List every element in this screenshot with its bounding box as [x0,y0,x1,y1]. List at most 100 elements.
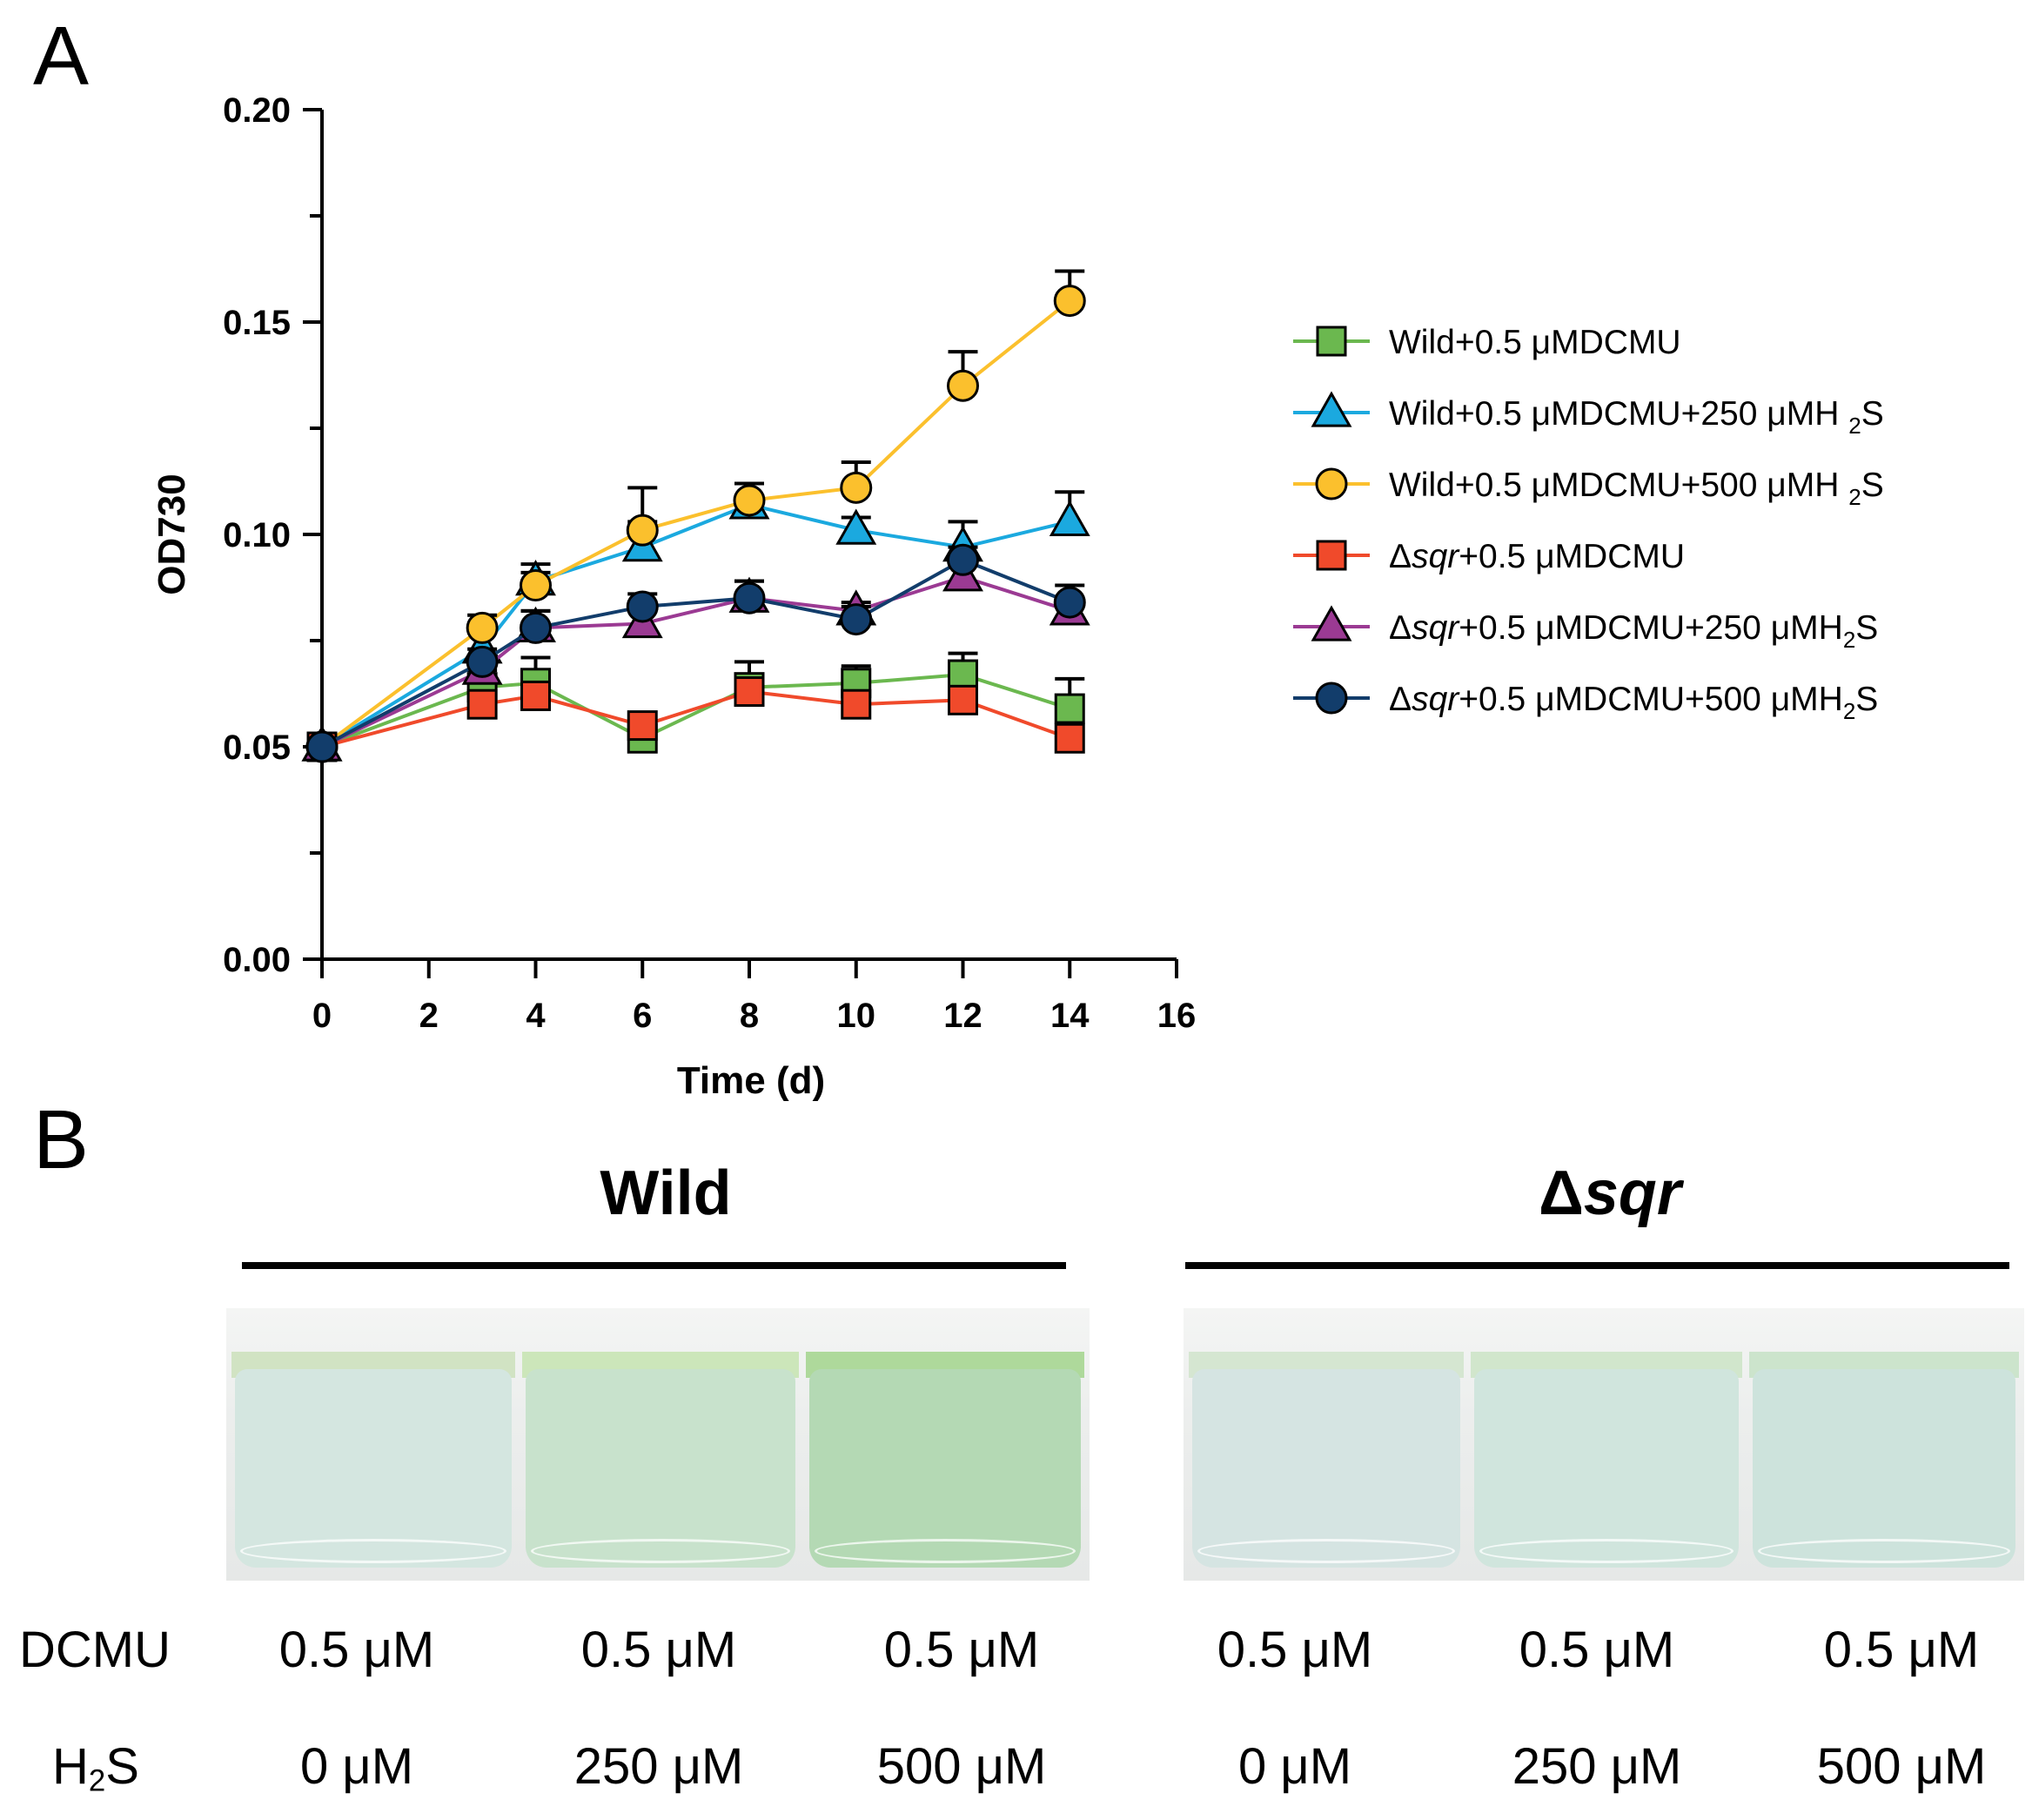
series-3 [306,676,1085,762]
dcmu-row-label: DCMU [19,1622,171,1678]
dcmu-value: 0.5 μM [278,1622,435,1678]
vial-photo-wild [226,1308,1090,1581]
legend-label: Wild+0.5 μMDCMU+250 μMH 2S [1389,395,1884,439]
data-point [466,688,498,720]
legend-delta: Δ [1389,681,1412,718]
vial-base [1197,1539,1455,1563]
y-axis-title: OD730 [151,473,193,594]
data-point [627,710,658,742]
data-point [626,590,659,623]
vial-liquid [235,1369,512,1568]
x-tick-label: 12 [943,997,982,1035]
data-point [841,688,872,720]
legend-delta: Δ [1389,538,1412,575]
x-tick-label: 0 [312,997,332,1035]
data-point [835,508,877,545]
legend-marker [1316,326,1347,357]
legend-item-0: Wild+0.5 μMDCMU [1293,324,1681,361]
data-point [947,543,979,576]
vial-sqr-500 [1749,1308,2019,1581]
h2s-value: 500 μM [876,1738,1047,1795]
x-axis-title: Time (d) [677,1059,825,1102]
data-point [520,680,551,711]
sqr-italic: sqr [1583,1158,1681,1228]
legend-main: +0.5 μMDCMU+500 μMH [1459,681,1843,718]
data-point [466,611,499,644]
data-point [520,569,552,602]
x-tick-label: 8 [740,997,759,1035]
h2s-value: 500 μM [1816,1738,1987,1795]
dcmu-value: 0.5 μM [1823,1622,1980,1678]
series-5 [305,543,1086,763]
vial-photo-sqr [1184,1308,2024,1581]
legend-italic: sqr [1412,681,1460,718]
data-point [840,603,873,636]
legend-label: Δsqr+0.5 μMDCMU [1389,538,1685,575]
data-point [626,514,659,547]
legend-suffix: S [1861,467,1884,504]
legend-item-4: Δsqr+0.5 μMDCMU+250 μMH2S [1293,605,1878,653]
legend-label: Δsqr+0.5 μMDCMU+250 μMH2S [1389,609,1878,653]
panel-a-label: A [33,10,90,103]
legend-marker [1315,682,1348,715]
vial-liquid [1753,1369,2015,1568]
y-tick-label: 0.00 [223,941,291,979]
legend-main: Wild+0.5 μMDCMU+250 μMH [1389,395,1848,433]
x-tick-label: 14 [1050,997,1090,1035]
h2s-s: S [105,1738,139,1795]
vial-wild-500 [806,1308,1084,1581]
legend-delta: Δ [1389,609,1412,647]
data-point [520,611,552,644]
series-2 [305,269,1086,763]
vial-base [1479,1539,1734,1563]
h2s-value: 0 μM [299,1738,414,1795]
vial-base [815,1539,1076,1563]
data-point [1054,722,1085,754]
x-tick-label: 2 [419,997,439,1035]
data-point [466,645,499,678]
legend-item-5: Δsqr+0.5 μMDCMU+500 μMH2S [1293,681,1878,724]
legend-suffix: S [1855,681,1878,718]
data-point [305,730,339,763]
legend-marker [1311,391,1352,427]
dcmu-value: 0.5 μM [580,1622,737,1678]
data-point [947,369,979,402]
legend-label: Wild+0.5 μMDCMU+500 μMH 2S [1389,467,1884,510]
data-point [948,684,978,715]
data-point [733,581,766,615]
x-tick-label: 6 [633,997,652,1035]
vial-liquid [526,1369,795,1568]
panel-b-label: B [33,1093,90,1186]
legend-suffix: S [1861,395,1884,433]
growth-chart: 0.00 0.05 0.10 0.15 0.20 0 2 4 6 8 10 12 14 16 Time (d… [151,91,1884,1102]
group-title-sqr: Δsqr [1349,1158,1871,1229]
x-tick-label: 10 [837,997,876,1035]
y-tick-label: 0.15 [223,304,291,342]
h2s-value: 250 μM [1512,1738,1682,1795]
h2s-h: H [52,1738,89,1795]
vial-sqr-250 [1471,1308,1742,1581]
legend-label: Wild+0.5 μMDCMU [1389,324,1681,361]
vial-wild-250 [522,1308,799,1581]
legend-label: Δsqr+0.5 μMDCMU+500 μMH2S [1389,681,1878,724]
data-point [1053,285,1086,318]
vial-wild-0 [231,1308,515,1581]
group-title-wild: Wild [600,1158,732,1228]
dcmu-value: 0.5 μM [1519,1622,1675,1678]
series-1 [301,481,1090,762]
legend-main: +0.5 μMDCMU [1459,538,1685,575]
group-line-wild [242,1262,1066,1269]
vial-sqr-0 [1189,1308,1464,1581]
data-point [840,471,873,504]
data-point [948,659,978,690]
vial-liquid [1192,1369,1460,1568]
sqr-delta: Δ [1539,1158,1584,1228]
series-4 [301,555,1090,762]
legend-italic: sqr [1412,538,1460,575]
legend-italic: sqr [1412,609,1460,647]
data-point [1049,500,1090,536]
legend-item-3: Δsqr+0.5 μMDCMU [1293,538,1685,575]
vial-base [531,1539,790,1563]
legend-subscript: 2 [1848,484,1861,510]
